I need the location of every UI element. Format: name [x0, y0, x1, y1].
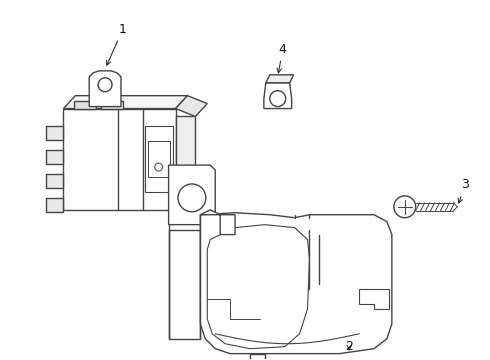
Polygon shape — [101, 100, 123, 109]
Polygon shape — [46, 198, 63, 212]
Polygon shape — [74, 100, 96, 109]
Text: 1: 1 — [106, 23, 127, 65]
Polygon shape — [63, 96, 188, 109]
Text: 2: 2 — [345, 340, 353, 353]
Polygon shape — [145, 126, 172, 192]
Polygon shape — [250, 354, 265, 360]
Polygon shape — [175, 117, 196, 202]
Polygon shape — [169, 165, 215, 225]
Polygon shape — [148, 141, 170, 177]
Polygon shape — [89, 71, 121, 107]
Polygon shape — [63, 109, 175, 210]
Text: 3: 3 — [458, 179, 469, 203]
Polygon shape — [359, 289, 389, 309]
Polygon shape — [46, 150, 63, 164]
Polygon shape — [264, 83, 292, 109]
Polygon shape — [46, 174, 63, 188]
Polygon shape — [266, 75, 294, 83]
Polygon shape — [207, 225, 310, 349]
Polygon shape — [46, 126, 63, 140]
Text: 4: 4 — [277, 42, 287, 73]
Polygon shape — [175, 96, 207, 117]
Polygon shape — [169, 230, 200, 339]
Polygon shape — [200, 210, 235, 235]
Polygon shape — [200, 213, 392, 354]
